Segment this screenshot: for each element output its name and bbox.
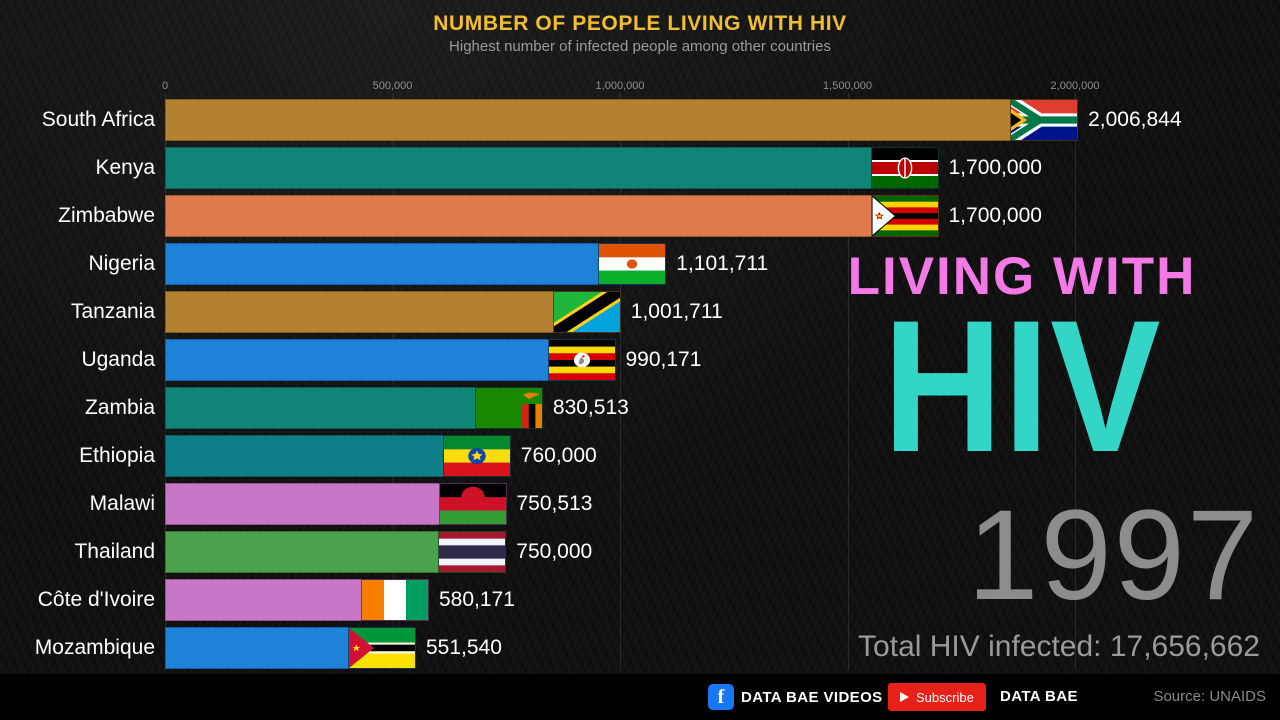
flag-mz-icon: [348, 627, 416, 669]
value-label: 760,000: [520, 444, 597, 467]
country-label: South Africa: [41, 108, 155, 131]
country-label: Malawi: [89, 492, 155, 515]
value-label: 750,000: [516, 540, 593, 563]
bar-track: 551,540: [165, 627, 1280, 669]
year-label: 1997: [967, 484, 1260, 627]
country-label: Tanzania: [70, 300, 155, 323]
value-bar: 1,101,711: [165, 243, 768, 285]
bar-track: 990,171: [165, 339, 1280, 381]
gridline: [1075, 93, 1076, 670]
bar-row: Ethiopia 760,000: [0, 432, 1280, 480]
bar-track: 1,001,711: [165, 291, 1280, 333]
gridline: [392, 93, 394, 670]
value-bar: 1,001,711: [165, 291, 723, 333]
bar-row: Côte d'Ivoire 580,171: [0, 576, 1280, 624]
bar-track: 2,006,844: [165, 99, 1280, 141]
country-label: Zimbabwe: [58, 204, 155, 227]
x-tick-label: 2,000,000: [1050, 80, 1100, 92]
bar-row: South Africa 2,006,844: [0, 96, 1280, 144]
value-bar: 830,513: [165, 387, 629, 429]
value-bar: 580,171: [165, 579, 515, 621]
bar-rows: South Africa 2,006,844 Kenya 1,700,000 Zimba…: [0, 96, 1280, 672]
gridline: [165, 93, 166, 670]
bar-row: Thailand 750,000: [0, 528, 1280, 576]
flag-zw-icon: [870, 195, 939, 237]
country-label: Nigeria: [88, 252, 155, 275]
country-label: Côte d'Ivoire: [37, 588, 155, 611]
value-bar: 1,700,000: [165, 195, 1042, 237]
flag-et-icon: [442, 435, 511, 477]
value-bar: 750,513: [165, 483, 592, 525]
bar-track: 760,000: [165, 435, 1280, 477]
bar-track: 830,513: [165, 387, 1280, 429]
value-bar: 2,006,844: [165, 99, 1182, 141]
flag-ke-icon: [870, 147, 939, 189]
country-label: Uganda: [81, 348, 155, 371]
facebook-group: f DATA BAE VIDEOS: [708, 684, 883, 710]
bar-row: Malawi 750,513: [0, 480, 1280, 528]
flag-zm-icon: [474, 387, 543, 429]
value-bar: 990,171: [165, 339, 701, 381]
bar-row: Kenya 1,700,000: [0, 144, 1280, 192]
value-bar: 1,700,000: [165, 147, 1042, 189]
flag-ug-icon: [547, 339, 616, 381]
country-label: Thailand: [74, 540, 155, 563]
value-label: 1,001,711: [630, 300, 723, 323]
bar-row: Zambia 830,513: [0, 384, 1280, 432]
bar-track: 1,700,000: [165, 147, 1280, 189]
x-axis-layer: 0 500,000 1,000,000 1,500,000 2,000,000: [162, 80, 1099, 672]
x-tick-label: 1,500,000: [823, 80, 872, 92]
value-label: 830,513: [552, 396, 629, 419]
gridline: [847, 93, 849, 670]
subscribe-label: Subscribe: [916, 689, 974, 705]
country-label: Kenya: [95, 156, 155, 179]
bar-track: 750,000: [165, 531, 1280, 573]
value-label: 990,171: [625, 348, 702, 371]
bar-row: Uganda 990,171: [0, 336, 1280, 384]
facebook-label: DATA BAE VIDEOS: [741, 688, 883, 706]
value-bar: 750,000: [165, 531, 592, 573]
subscribe-button[interactable]: Subscribe: [888, 683, 986, 711]
flag-ci-icon: [361, 579, 429, 621]
x-tick-label: 500,000: [372, 80, 413, 92]
value-label: 2,006,844: [1088, 108, 1182, 131]
bar-track: 580,171: [165, 579, 1280, 621]
bar-row: Tanzania 1,001,711: [0, 288, 1280, 336]
bar-track: 1,700,000: [165, 195, 1280, 237]
page-title: NUMBER OF PEOPLE LIVING WITH HIV: [433, 12, 847, 35]
value-label: 1,101,711: [676, 252, 769, 275]
gridline: [620, 93, 621, 670]
country-label: Ethiopia: [79, 444, 155, 467]
bar-row: Mozambique 551,540: [0, 624, 1280, 672]
channel-name: DATA BAE: [1000, 688, 1078, 705]
total-infected-label: Total HIV infected: 17,656,662: [858, 630, 1260, 663]
country-label: Mozambique: [34, 636, 155, 659]
flag-th-icon: [438, 531, 507, 573]
value-label: 1,700,000: [948, 204, 1042, 227]
facebook-icon[interactable]: f: [708, 684, 734, 710]
value-label: 551,540: [426, 636, 502, 659]
x-tick-label: 0: [161, 80, 169, 92]
bar-track: 750,513: [165, 483, 1280, 525]
value-bar: 760,000: [165, 435, 597, 477]
play-icon: [900, 692, 909, 702]
source-label: Source: UNAIDS: [1153, 688, 1266, 705]
page-subtitle: Highest number of infected people among …: [449, 38, 831, 55]
x-tick-label: 1,000,000: [595, 80, 645, 92]
country-label: Zambia: [84, 396, 155, 419]
bar-row: Zimbabwe 1,700,000: [0, 192, 1280, 240]
value-label: 1,700,000: [948, 156, 1042, 179]
value-label: 580,171: [439, 588, 515, 611]
bar-row: Nigeria 1,101,711: [0, 240, 1280, 288]
flag-za-icon: [1010, 99, 1079, 141]
flag-tz-icon: [552, 291, 621, 333]
footer-bar: f DATA BAE VIDEOS Subscribe DATA BAE Sou…: [0, 674, 1280, 720]
flag-mw-icon: [438, 483, 507, 525]
flag-ne-icon: [598, 243, 667, 285]
value-bar: 551,540: [165, 627, 502, 669]
value-label: 750,513: [516, 492, 593, 515]
bar-track: 1,101,711: [165, 243, 1280, 285]
